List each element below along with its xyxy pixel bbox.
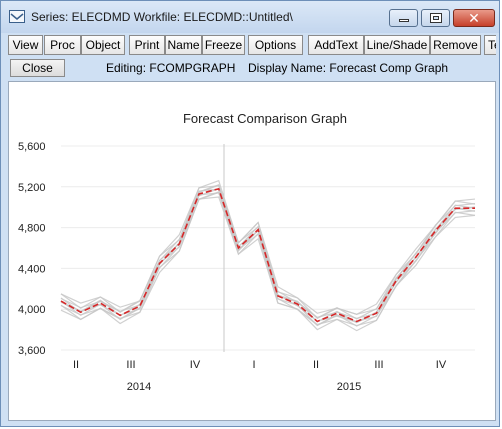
freeze-button[interactable]: Freeze — [202, 35, 245, 55]
y-tick-label: 4,400 — [18, 263, 46, 275]
options-button[interactable]: Options — [248, 35, 303, 55]
x-tick-label: III — [374, 359, 383, 371]
display-name-label: Display Name: Forecast Comp Graph — [248, 61, 448, 75]
simulation-band — [61, 181, 475, 331]
graph-area[interactable]: Forecast Comparison Graph 3,600 4,000 4,40… — [8, 81, 496, 421]
title-bar[interactable]: Series: ELECDMD Workfile: ELECDMD::Untit… — [1, 1, 499, 33]
maximize-icon — [430, 13, 442, 23]
y-tick-label: 4,800 — [18, 223, 46, 235]
window-title: Series: ELECDMD Workfile: ELECDMD::Untit… — [31, 10, 293, 24]
editing-label: Editing: FCOMPGRAPH — [106, 61, 235, 75]
print-button[interactable]: Print — [129, 35, 165, 55]
close-icon: ✕ — [454, 10, 494, 26]
object-button[interactable]: Object — [81, 35, 125, 55]
close-window-button[interactable]: ✕ — [453, 9, 495, 27]
addtext-button[interactable]: AddText — [308, 35, 364, 55]
forecast-comparison-chart: Forecast Comparison Graph 3,600 4,000 4,40… — [9, 82, 495, 420]
maximize-button[interactable] — [421, 9, 450, 27]
y-tick-label: 4,000 — [18, 304, 46, 316]
y-tick-label: 5,200 — [18, 182, 46, 194]
name-button[interactable]: Name — [165, 35, 202, 55]
series-icon — [9, 10, 25, 23]
x-axis-ticks: II III IV I II III IV — [73, 359, 447, 371]
x-tick-label: I — [252, 359, 255, 371]
x-tick-label: IV — [436, 359, 447, 371]
minimize-icon — [399, 19, 409, 22]
toolbar: View Proc Object Print Name Freeze Optio… — [8, 35, 496, 55]
proc-button[interactable]: Proc — [44, 35, 81, 55]
simulation-line — [61, 181, 475, 315]
x-tick-label: II — [313, 359, 319, 371]
y-axis-ticks: 3,600 4,000 4,400 4,800 5,200 5,600 — [18, 141, 46, 357]
x-year-label: 2014 — [127, 381, 151, 393]
remove-button[interactable]: Remove — [430, 35, 481, 55]
line-shade-button[interactable]: Line/Shade — [364, 35, 430, 55]
x-tick-label: IV — [190, 359, 201, 371]
template-button[interactable]: Te — [484, 35, 496, 55]
simulation-line — [61, 185, 475, 319]
x-tick-label: III — [126, 359, 135, 371]
y-tick-label: 5,600 — [18, 141, 46, 153]
x-axis-years: 2014 2015 — [127, 381, 361, 393]
y-tick-label: 3,600 — [18, 345, 46, 357]
gridlines — [61, 144, 475, 352]
chart-title: Forecast Comparison Graph — [183, 111, 347, 126]
close-graph-button[interactable]: Close — [10, 59, 65, 77]
x-tick-label: II — [73, 359, 79, 371]
x-year-label: 2015 — [337, 381, 361, 393]
minimize-button[interactable] — [389, 9, 418, 27]
status-row: Close Editing: FCOMPGRAPH Display Name: … — [8, 58, 496, 78]
view-button[interactable]: View — [8, 35, 43, 55]
